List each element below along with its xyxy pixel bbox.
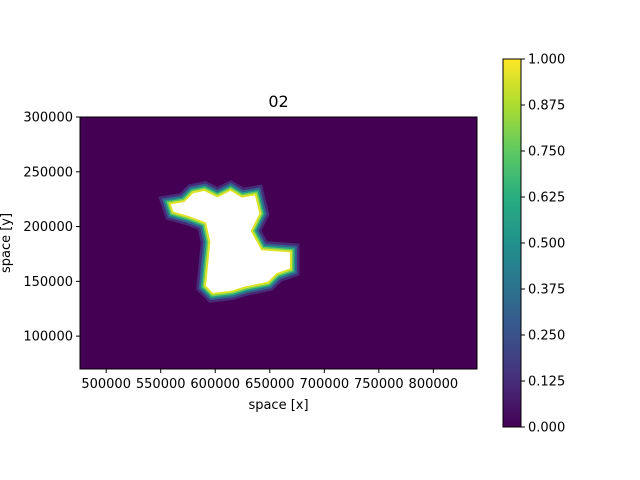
y-tick-label: 100000 (23, 330, 73, 345)
colorbar-tick-label: 0.125 (528, 375, 565, 390)
x-tick-label: 750000 (354, 377, 404, 392)
colorbar-bar (502, 58, 522, 428)
y-tick-label: 200000 (23, 220, 73, 235)
y-axis: 100000 150000 200000 250000 300000 (23, 111, 80, 345)
plot-area (79, 116, 478, 370)
x-tick-label: 550000 (136, 377, 186, 392)
colorbar: 0.000 0.125 0.250 0.375 0.500 0.625 0.750 0.875… (502, 53, 565, 436)
chart-title: 02 (268, 92, 288, 111)
y-tick-label: 150000 (23, 275, 73, 290)
colorbar-tick-label: 0.750 (528, 145, 565, 160)
x-axis-label: space [x] (248, 398, 308, 413)
region-interior (170, 190, 290, 293)
y-tick-label: 300000 (23, 111, 73, 126)
colorbar-tick-label: 0.500 (528, 237, 565, 252)
x-tick-label: 650000 (245, 377, 295, 392)
x-tick-label: 600000 (190, 377, 240, 392)
colorbar-tick-label: 0.375 (528, 283, 565, 298)
plot-frame (79, 116, 478, 370)
colorbar-tick-label: 1.000 (528, 53, 565, 68)
heatmap-region (158, 180, 300, 303)
y-tick-label: 250000 (23, 165, 73, 180)
x-tick-label: 800000 (409, 377, 459, 392)
colorbar-tick-label: 0.000 (528, 421, 565, 436)
colorbar-tick-label: 0.625 (528, 191, 565, 206)
x-tick-label: 500000 (81, 377, 131, 392)
colorbar-ticks: 0.000 0.125 0.250 0.375 0.500 0.625 0.750 0.875… (521, 53, 565, 436)
y-axis-label: space [y] (0, 213, 14, 273)
x-tick-label: 700000 (299, 377, 349, 392)
colorbar-tick-label: 0.250 (528, 329, 565, 344)
colorbar-tick-label: 0.875 (528, 99, 565, 114)
x-axis: 500000 550000 600000 650000 700000 750000 8000… (81, 369, 458, 392)
